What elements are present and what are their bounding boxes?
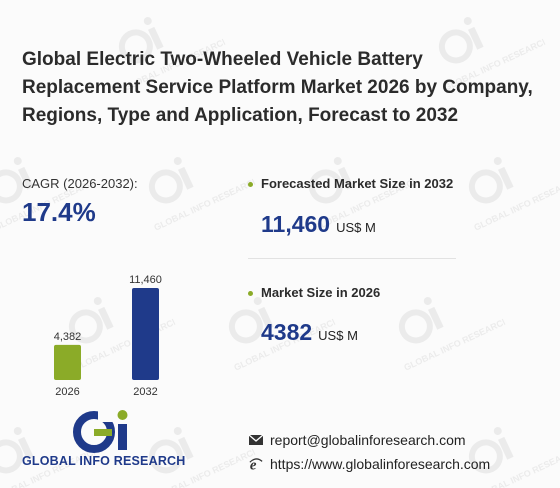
gi-logo-icon	[73, 410, 128, 453]
watermark-mark: GLOBAL INFO RESEARCH	[380, 270, 511, 380]
forecast-value: 11,460	[261, 211, 331, 237]
watermark-mark: GLOBAL INFO RESEARCH	[450, 400, 560, 488]
forecast-label: Forecasted Market Size in 2032	[261, 176, 454, 191]
divider	[248, 258, 456, 259]
svg-text:GLOBAL INFO RESEARCH: GLOBAL INFO RESEARCH	[152, 175, 259, 233]
bar-2026	[54, 344, 81, 380]
current-unit: US$ M	[318, 328, 358, 343]
svg-text:e: e	[250, 457, 257, 471]
market-size-bar-chart: 4,382 2026 11,460 2032	[36, 262, 186, 402]
bullet-icon	[248, 291, 253, 296]
contact-email[interactable]: report@globalinforesearch.com	[248, 432, 466, 448]
report-title: Global Electric Two-Wheeled Vehicle Batt…	[22, 49, 533, 126]
email-text: report@globalinforesearch.com	[270, 432, 466, 448]
category-label-2032: 2032	[133, 386, 157, 398]
watermark-mark: GLOBAL INFO RESEARCH	[450, 130, 560, 240]
category-label-2026: 2026	[55, 386, 79, 398]
svg-text:GLOBAL INFO RESEARCH: GLOBAL INFO RESEARCH	[472, 175, 560, 233]
bar-2032	[132, 288, 159, 380]
current-label: Market Size in 2026	[261, 285, 381, 300]
cagr-value: 17.4%	[22, 197, 96, 227]
forecast-unit: US$ M	[336, 220, 376, 235]
current-value: 4382	[261, 319, 313, 345]
value-label-2032: 11,460	[129, 274, 162, 286]
logo-text: GLOBAL INFO RESEARCH	[22, 454, 186, 468]
envelope-icon	[248, 434, 264, 445]
chart-svg: 4,382 2026 11,460 2032	[54, 274, 162, 398]
contact-website[interactable]: e https://www.globalinforesearch.com	[248, 456, 490, 472]
website-text: https://www.globalinforesearch.com	[270, 456, 491, 472]
company-logo: GLOBAL INFO RESEARCH	[20, 408, 190, 472]
bullet-icon	[248, 182, 253, 187]
current-value-row: 4382 US$ M	[261, 319, 358, 346]
cagr-label: CAGR (2026-2032):	[22, 176, 138, 191]
value-label-2026: 4,382	[54, 331, 82, 343]
watermark-mark: GLOBAL INFO RESEARCH	[130, 130, 261, 240]
browser-e-icon: e	[249, 457, 263, 471]
svg-text:GLOBAL INFO RESEARCH: GLOBAL INFO RESEARCH	[402, 315, 509, 373]
forecast-value-row: 11,460 US$ M	[261, 211, 376, 238]
